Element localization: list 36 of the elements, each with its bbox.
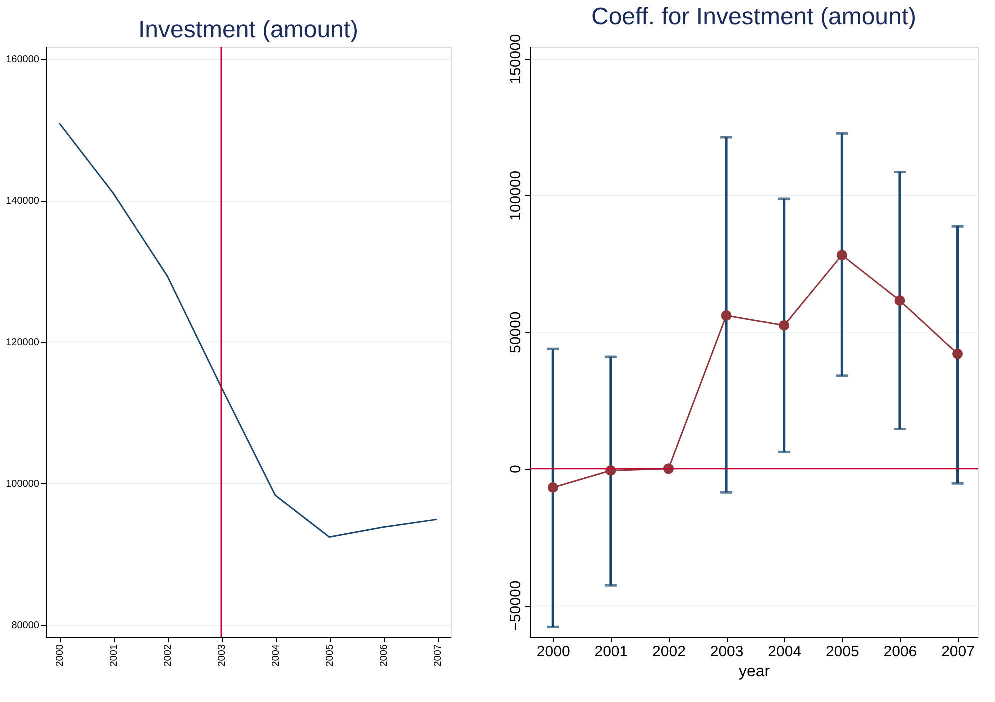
line-series [58, 122, 438, 538]
x-tick-label: 2007 [433, 644, 444, 667]
y-tick-label: 140000 [6, 196, 40, 208]
y-tick-label: 120000 [6, 338, 40, 348]
point [952, 348, 964, 360]
x-tick-label: 2003 [217, 644, 228, 667]
x-tick-label: 2002 [163, 644, 174, 667]
point [836, 250, 848, 261]
y-tick-label: 100000 [508, 170, 524, 221]
x-tick-label: 2005 [826, 644, 860, 660]
point [779, 320, 790, 331]
x-tick-label: 2003 [710, 644, 744, 660]
x-tick-label: 2001 [594, 644, 628, 660]
y-tick-label: 100000 [6, 478, 40, 490]
x-tick-label: 2005 [325, 644, 336, 667]
x-tick-label: 2001 [109, 644, 120, 667]
y-tick-label: 80000 [12, 620, 40, 632]
x-tick-label: 2002 [652, 644, 686, 660]
x-tick-label: 2000 [55, 644, 66, 667]
x-axis-title: year [738, 664, 771, 680]
y-tick-label: 0 [508, 465, 524, 474]
x-tick-label: 2007 [942, 644, 975, 660]
chart-title: Investment (amount) [138, 16, 359, 44]
x-tick-label: 2006 [884, 644, 918, 660]
chart-title: Coeff. for Investment (amount) [591, 4, 917, 31]
x-tick-label: 2004 [768, 644, 802, 660]
x-tick-label: 2004 [271, 644, 282, 667]
point [548, 482, 558, 493]
point [894, 295, 906, 306]
x-tick-label: 2006 [379, 644, 390, 667]
y-tick-label: 160000 [6, 54, 40, 66]
y-tick-label: 50000 [508, 312, 524, 354]
x-tick-label: 2000 [536, 644, 570, 660]
y-tick-label: 150000 [508, 34, 524, 84]
point [721, 310, 732, 321]
y-tick-label: −50000 [508, 580, 524, 632]
